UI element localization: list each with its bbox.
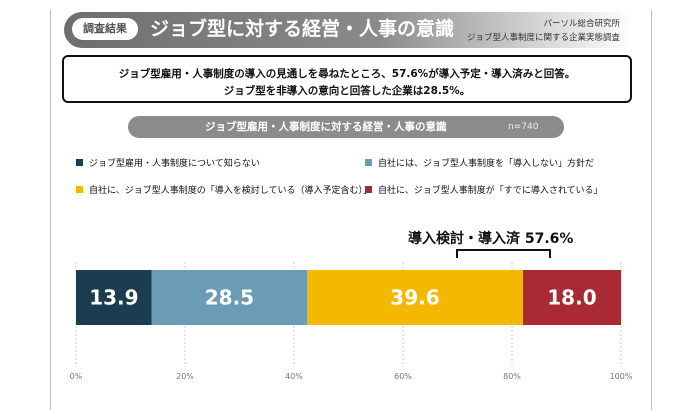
x-tick-label: 100%: [610, 372, 633, 381]
x-tick-label: 0%: [70, 372, 83, 381]
x-tick-label: 60%: [394, 372, 412, 381]
bar-value-label: 39.6: [390, 286, 439, 310]
legend-label: ジョブ型雇用・人事制度について知らない: [89, 159, 260, 169]
legend-swatch: [76, 159, 83, 166]
bracket-label: 導入検討・導入済 57.6%: [408, 231, 574, 247]
content-frame: [50, 10, 652, 410]
legend-label: 自社には、ジョブ型人事制度を「導入しない」方針だ: [378, 159, 595, 169]
summary-line-2: ジョブ型を非導入の意向と回答した企業は28.5%。: [223, 85, 471, 97]
bar-segment: [522, 270, 621, 325]
bar-segment: [151, 270, 308, 325]
chart-subhead-bar: [128, 116, 564, 138]
chart-title: ジョブ型雇用・人事制度に対する経営・人事の意識: [205, 121, 447, 133]
sample-size: n=740: [508, 122, 539, 132]
bar-value-label: 28.5: [205, 286, 254, 310]
legend-swatch: [76, 186, 83, 193]
legend-label: 自社に、ジョブ型人事制度が「すでに導入されている」: [378, 186, 603, 196]
x-tick-label: 80%: [503, 372, 521, 381]
legend-item-introduced: 自社に、ジョブ型人事制度が「すでに導入されている」: [365, 183, 603, 196]
legend-swatch: [365, 186, 372, 193]
source-org: パーソル総合研究所: [543, 19, 620, 29]
legend-label: 自社に、ジョブ型人事制度の「導入を検討している（導入予定含む）」: [89, 186, 372, 196]
summary-box: ジョブ型雇用・人事制度の導入の見通しを尋ねたところ、57.6%が導入予定・導入済…: [62, 55, 632, 103]
summary-line-1: ジョブ型雇用・人事制度の導入の見通しを尋ねたところ、57.6%が導入予定・導入済…: [118, 68, 576, 80]
bar-value-label: 13.9: [89, 286, 138, 310]
legend-item-considering: 自社に、ジョブ型人事制度の「導入を検討している（導入予定含む）」: [76, 183, 372, 196]
bar-segment: [76, 270, 152, 325]
x-tick-label: 20%: [176, 372, 194, 381]
bracket-line: [455, 249, 551, 258]
x-tick-label: 40%: [285, 372, 303, 381]
bar-segment: [307, 270, 523, 325]
bar-value-label: 18.0: [547, 286, 596, 310]
legend-item-unaware: ジョブ型雇用・人事制度について知らない: [76, 156, 260, 169]
source-survey: ジョブ型人事制度に関する企業実態調査: [466, 33, 620, 43]
stacked-bar-chart: 0% 20% 40% 60% 80% 100% 13.9 28.5 39.6 18.0: [70, 249, 633, 381]
legend-item-not-introduce: 自社には、ジョブ型人事制度を「導入しない」方針だ: [365, 156, 594, 169]
legend-swatch: [365, 159, 372, 166]
header-title: ジョブ型に対する経営・人事の意識: [150, 18, 455, 40]
header-tag: 調査結果: [72, 18, 138, 40]
header-banner: [64, 12, 634, 48]
